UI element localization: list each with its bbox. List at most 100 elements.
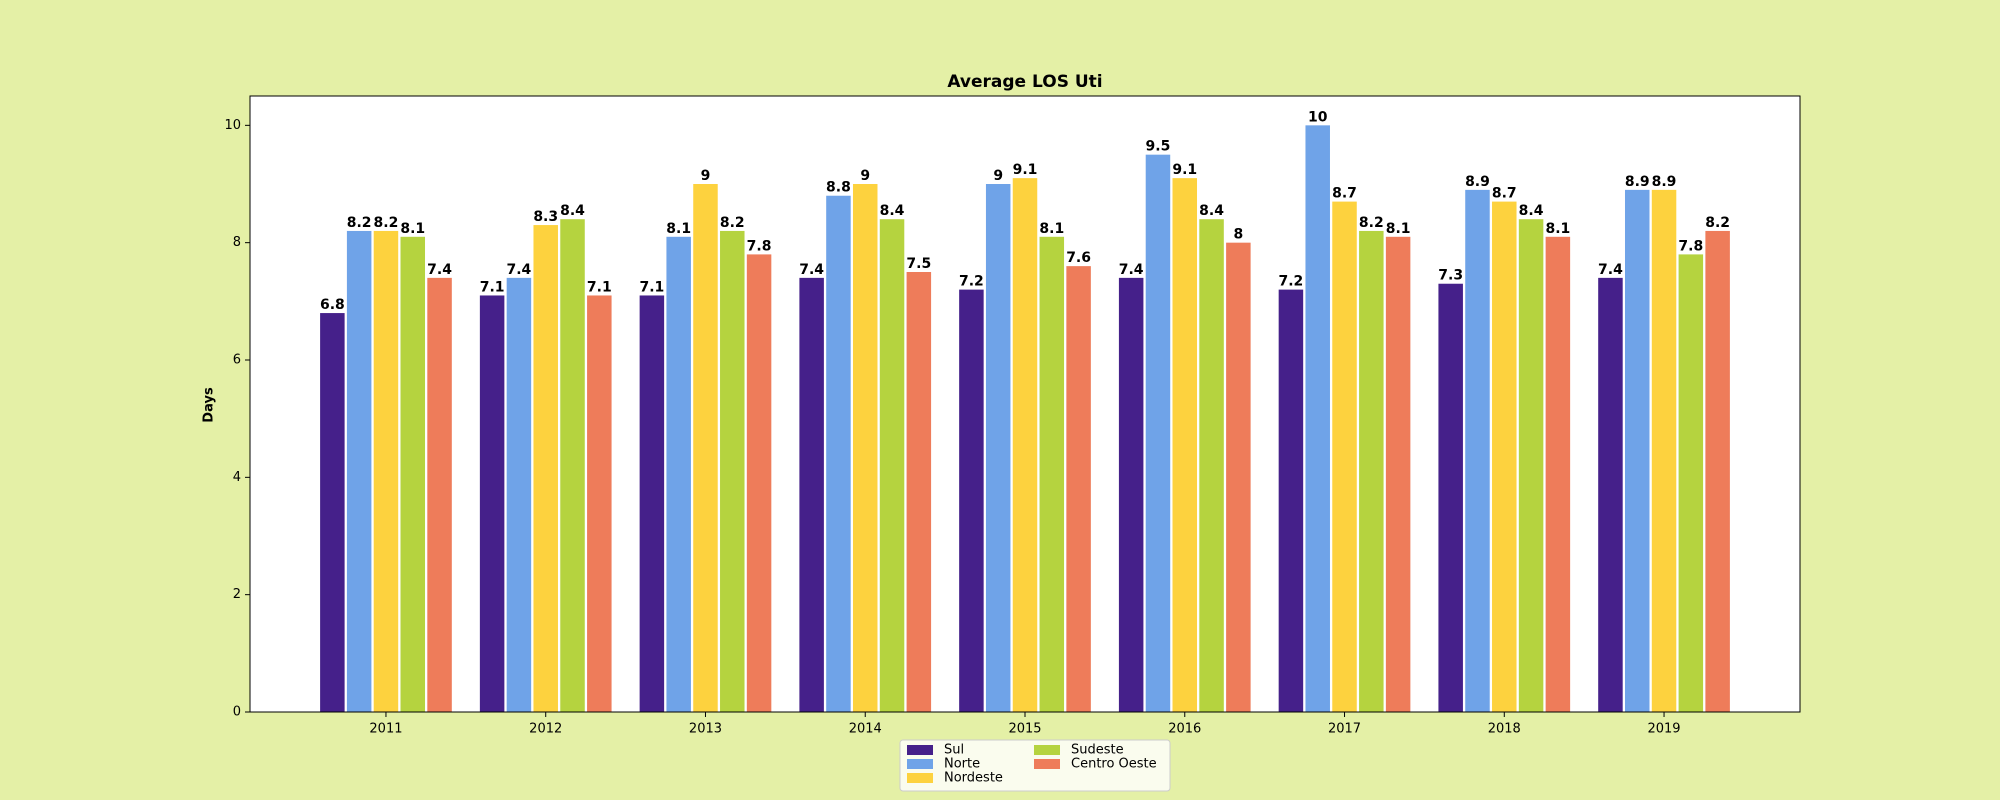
plot-frame bbox=[249, 95, 1801, 713]
legend-swatch bbox=[1034, 759, 1060, 769]
bar bbox=[799, 277, 824, 712]
bar bbox=[693, 184, 718, 712]
value-label: 8.7 bbox=[1492, 186, 1517, 202]
value-label: 7.5 bbox=[906, 256, 931, 272]
bar bbox=[1598, 277, 1623, 712]
y-axis-label: Days bbox=[202, 387, 217, 423]
bar bbox=[1651, 189, 1677, 712]
value-label: 7.2 bbox=[959, 274, 984, 290]
value-label: 8.8 bbox=[826, 180, 851, 196]
value-label: 8.7 bbox=[1332, 186, 1357, 202]
value-label: 8.2 bbox=[1359, 215, 1384, 231]
bar bbox=[879, 219, 905, 712]
bar bbox=[1465, 189, 1490, 712]
bar bbox=[1172, 178, 1198, 713]
bar bbox=[1545, 236, 1571, 713]
value-label: 8.9 bbox=[1465, 174, 1490, 190]
bar bbox=[639, 295, 665, 712]
y-tick-label: 2 bbox=[233, 587, 241, 602]
bar bbox=[1226, 242, 1251, 712]
bar bbox=[746, 254, 772, 712]
legend-swatch bbox=[1034, 745, 1060, 755]
legend-label: Nordeste bbox=[944, 771, 1003, 786]
value-label: 8 bbox=[1233, 227, 1243, 243]
x-tick-label: 2012 bbox=[529, 722, 562, 737]
value-label: 8.4 bbox=[1199, 203, 1224, 219]
y-tick-label: 10 bbox=[224, 118, 241, 133]
value-label: 7.4 bbox=[507, 262, 532, 278]
bar bbox=[587, 295, 612, 712]
bar bbox=[985, 184, 1011, 712]
bar bbox=[479, 295, 505, 712]
bar bbox=[1624, 189, 1650, 712]
value-label: 8.2 bbox=[1705, 215, 1730, 231]
value-label: 7.6 bbox=[1066, 250, 1091, 266]
bar bbox=[1492, 201, 1517, 712]
bar bbox=[400, 236, 426, 713]
legend-label: Norte bbox=[944, 757, 980, 772]
value-label: 7.1 bbox=[587, 279, 612, 295]
x-tick-label: 2015 bbox=[1008, 722, 1041, 737]
value-label: 9.1 bbox=[1013, 162, 1038, 178]
value-label: 7.1 bbox=[480, 279, 505, 295]
bar bbox=[1332, 201, 1357, 712]
x-tick-label: 2014 bbox=[849, 722, 882, 737]
bar bbox=[906, 272, 932, 712]
value-label: 7.4 bbox=[427, 262, 452, 278]
x-tick-label: 2013 bbox=[689, 722, 722, 737]
bar bbox=[427, 277, 452, 712]
value-label: 9 bbox=[993, 168, 1003, 184]
value-label: 6.8 bbox=[320, 297, 345, 313]
y-tick-label: 6 bbox=[233, 353, 241, 368]
legend-label: Sul bbox=[944, 743, 964, 758]
value-label: 8.4 bbox=[880, 203, 905, 219]
value-label: 10 bbox=[1308, 109, 1328, 125]
value-label: 8.2 bbox=[347, 215, 372, 231]
value-label: 9 bbox=[860, 168, 870, 184]
value-label: 8.2 bbox=[374, 215, 399, 231]
bar bbox=[1678, 254, 1704, 712]
bar bbox=[1199, 219, 1224, 712]
bar bbox=[1359, 230, 1384, 712]
bar bbox=[720, 230, 745, 712]
bar bbox=[506, 277, 532, 712]
value-label: 9 bbox=[701, 168, 711, 184]
value-label: 7.1 bbox=[639, 279, 664, 295]
value-label: 7.2 bbox=[1279, 274, 1304, 290]
value-label: 8.3 bbox=[533, 209, 558, 225]
value-label: 8.9 bbox=[1625, 174, 1650, 190]
bar bbox=[1145, 154, 1171, 712]
value-label: 8.1 bbox=[1545, 221, 1570, 237]
bar bbox=[1385, 236, 1411, 713]
value-label: 7.4 bbox=[799, 262, 824, 278]
value-label: 8.1 bbox=[400, 221, 425, 237]
bar bbox=[346, 230, 372, 712]
bar bbox=[1012, 178, 1038, 713]
x-tick-label: 2017 bbox=[1328, 722, 1361, 737]
bar bbox=[666, 236, 691, 713]
y-tick-label: 8 bbox=[233, 235, 241, 250]
y-tick-label: 0 bbox=[233, 705, 241, 720]
value-label: 7.4 bbox=[1119, 262, 1144, 278]
value-label: 9.5 bbox=[1146, 139, 1171, 155]
legend-label: Sudeste bbox=[1071, 743, 1124, 758]
legend-swatch bbox=[907, 745, 933, 755]
bar bbox=[826, 195, 851, 712]
bar bbox=[1705, 230, 1730, 712]
x-tick-label: 2016 bbox=[1168, 722, 1201, 737]
value-label: 8.1 bbox=[1386, 221, 1411, 237]
bar bbox=[959, 289, 984, 712]
value-label: 7.3 bbox=[1438, 268, 1463, 284]
bar bbox=[560, 219, 585, 712]
x-tick-label: 2018 bbox=[1488, 722, 1521, 737]
bar bbox=[373, 230, 399, 712]
bar bbox=[1305, 125, 1330, 713]
bar bbox=[1438, 283, 1463, 712]
bar bbox=[1518, 219, 1544, 712]
value-label: 8.1 bbox=[1039, 221, 1064, 237]
bar bbox=[320, 313, 345, 712]
x-tick-label: 2011 bbox=[369, 722, 402, 737]
legend-swatch bbox=[907, 759, 933, 769]
